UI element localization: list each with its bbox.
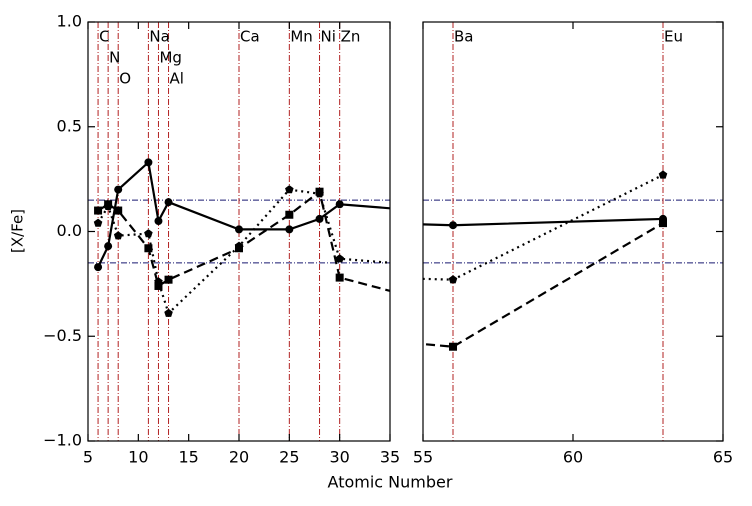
marker bbox=[104, 242, 113, 251]
y-tick-label: 0.5 bbox=[57, 116, 82, 135]
element-label: Al bbox=[170, 70, 184, 88]
x-axis-label: Atomic Number bbox=[328, 473, 453, 492]
marker bbox=[658, 170, 668, 179]
marker bbox=[144, 158, 153, 167]
marker bbox=[285, 185, 294, 194]
element-label: Ca bbox=[240, 28, 260, 46]
series-line bbox=[423, 222, 664, 348]
element-label: Zn bbox=[341, 28, 361, 46]
element-label: Eu bbox=[664, 28, 683, 46]
x-tick-label: 55 bbox=[413, 448, 433, 467]
marker bbox=[144, 229, 153, 238]
plot-frame bbox=[422, 21, 724, 442]
element-label: Mn bbox=[290, 28, 312, 46]
element-label: C bbox=[99, 28, 109, 46]
marker bbox=[114, 185, 123, 194]
element-label: O bbox=[119, 70, 131, 88]
x-tick-label: 15 bbox=[178, 448, 198, 467]
marker bbox=[285, 210, 294, 219]
x-tick-label: 25 bbox=[279, 448, 299, 467]
marker bbox=[94, 206, 103, 215]
marker bbox=[234, 241, 244, 250]
marker bbox=[335, 254, 344, 263]
y-tick-label: −1.0 bbox=[43, 431, 82, 450]
marker bbox=[164, 198, 173, 207]
marker bbox=[448, 275, 458, 284]
x-tick-label: 30 bbox=[329, 448, 349, 467]
x-tick-label: 5 bbox=[83, 448, 93, 467]
y-tick-label: 1.0 bbox=[57, 12, 82, 31]
y-tick-label: 0.0 bbox=[57, 221, 82, 240]
marker bbox=[315, 189, 324, 198]
marker bbox=[114, 206, 123, 215]
x-tick-label: 35 bbox=[380, 448, 400, 467]
marker bbox=[154, 281, 163, 290]
marker bbox=[285, 225, 294, 234]
marker bbox=[154, 277, 163, 286]
element-label: Ni bbox=[321, 28, 336, 46]
series-line bbox=[97, 189, 390, 293]
element-label: Mg bbox=[159, 49, 181, 67]
marker bbox=[335, 200, 344, 209]
element-label: N bbox=[109, 49, 120, 67]
marker bbox=[93, 218, 103, 227]
panel bbox=[88, 22, 390, 441]
x-tick-label: 65 bbox=[713, 448, 733, 467]
element-label: Ba bbox=[454, 28, 473, 46]
marker bbox=[113, 231, 123, 240]
marker bbox=[144, 244, 153, 253]
marker bbox=[449, 342, 457, 351]
marker bbox=[449, 221, 457, 230]
marker bbox=[94, 263, 103, 272]
x-tick-label: 60 bbox=[563, 448, 583, 467]
marker bbox=[659, 219, 667, 228]
marker bbox=[164, 275, 173, 284]
panel bbox=[423, 22, 723, 441]
y-tick-label: −0.5 bbox=[43, 326, 82, 345]
series-line bbox=[97, 188, 390, 316]
x-tick-label: 20 bbox=[229, 448, 249, 467]
marker bbox=[235, 225, 243, 234]
marker bbox=[164, 308, 173, 317]
marker bbox=[103, 201, 113, 211]
element-label: Na bbox=[149, 28, 169, 46]
series-line bbox=[97, 160, 390, 268]
marker bbox=[335, 273, 344, 282]
y-axis-label: [X/Fe] bbox=[9, 209, 27, 253]
marker bbox=[154, 217, 163, 226]
x-tick-label: 10 bbox=[128, 448, 148, 467]
marker bbox=[315, 214, 324, 223]
